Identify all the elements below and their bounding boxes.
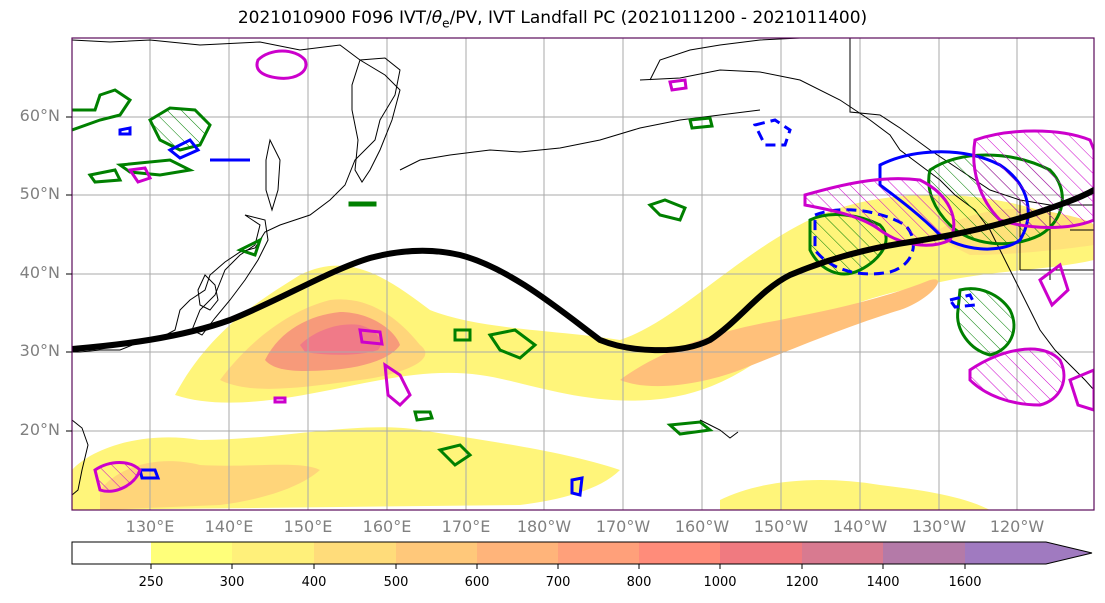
colorbar-label-250: 250 bbox=[138, 575, 164, 590]
lon-label-130e: 130°E bbox=[125, 517, 175, 536]
magenta-contours bbox=[93, 49, 1094, 493]
colorbar-seg-3 bbox=[314, 542, 396, 564]
blue-contour-1 bbox=[118, 126, 132, 136]
lat-label-30n: 30°N bbox=[19, 341, 60, 360]
green-contour-16 bbox=[236, 237, 263, 257]
magenta-contour-9 bbox=[1038, 262, 1070, 308]
ivt-shading bbox=[72, 194, 1094, 510]
lon-label-160w: 160°W bbox=[674, 517, 730, 536]
colorbar-label-1400: 1400 bbox=[866, 575, 900, 590]
magenta-contour-1 bbox=[255, 49, 308, 80]
map-area bbox=[72, 38, 1094, 510]
colorbar-seg-2 bbox=[232, 542, 314, 564]
hawaii-islands bbox=[699, 419, 739, 439]
blue-contour-5 bbox=[570, 476, 584, 497]
green-contour-9 bbox=[437, 443, 473, 467]
magenta-contour-2 bbox=[127, 166, 153, 184]
green-contour-7 bbox=[647, 198, 687, 222]
korea-coast bbox=[197, 274, 219, 311]
green-contour-8 bbox=[688, 116, 714, 130]
ivt-southeast-band bbox=[720, 480, 990, 510]
colorbar-label-1200: 1200 bbox=[785, 575, 819, 590]
lat-label-60n: 60°N bbox=[19, 106, 60, 125]
lon-label-180w: 180°W bbox=[516, 517, 572, 536]
colorbar-seg-1 bbox=[151, 542, 232, 564]
colorbar-label-300: 300 bbox=[219, 575, 245, 590]
magenta-contour-3 bbox=[358, 328, 384, 346]
lon-label-150w: 150°W bbox=[753, 517, 809, 536]
colorbar-label-800: 800 bbox=[626, 575, 652, 590]
green-contour-2 bbox=[148, 106, 212, 152]
lat-label-20n: 20°N bbox=[19, 420, 60, 439]
colorbar-label-700: 700 bbox=[545, 575, 571, 590]
magenta-contour-4 bbox=[383, 361, 412, 408]
lon-label-170e: 170°E bbox=[441, 517, 491, 536]
colorbar-label-400: 400 bbox=[301, 575, 327, 590]
magenta-contour-6 bbox=[803, 177, 956, 247]
green-contour-4 bbox=[115, 158, 195, 177]
lon-label-120w: 120°W bbox=[989, 517, 1045, 536]
blue-contour-2 bbox=[167, 138, 201, 160]
ivt-core-east bbox=[620, 279, 939, 387]
blue-contour-9 bbox=[947, 293, 978, 309]
philippines-coast bbox=[72, 419, 89, 496]
colorbar-label-1600: 1600 bbox=[948, 575, 982, 590]
colorbar-label-600: 600 bbox=[464, 575, 490, 590]
jet-line bbox=[72, 187, 1094, 354]
green-contour-10 bbox=[666, 420, 714, 436]
lon-label-140w: 140°W bbox=[832, 517, 888, 536]
green-contour-15 bbox=[348, 201, 377, 207]
colorbar-seg-9 bbox=[802, 542, 883, 564]
lon-label-130w: 130°W bbox=[911, 517, 967, 536]
lat-label-40n: 40°N bbox=[19, 263, 60, 282]
colorbar-seg-5 bbox=[477, 542, 558, 564]
colorbar-outline bbox=[71, 541, 1093, 565]
lon-label-170w: 170°W bbox=[595, 517, 651, 536]
green-contour-1 bbox=[72, 88, 133, 132]
colorbar-label-500: 500 bbox=[383, 575, 409, 590]
lat-ticks bbox=[66, 116, 72, 432]
kamchatka-coast bbox=[351, 59, 401, 183]
lon-label-150e: 150°E bbox=[283, 517, 333, 536]
lon-label-140e: 140°E bbox=[204, 517, 254, 536]
colorbar-seg-0 bbox=[72, 542, 151, 564]
colorbar bbox=[71, 541, 1093, 569]
colorbar-seg-4 bbox=[396, 542, 477, 564]
colorbar-label-1000: 1000 bbox=[703, 575, 737, 590]
alaska-interior bbox=[649, 38, 801, 81]
colorbar-seg-10 bbox=[883, 542, 965, 564]
colorbar-seg-8 bbox=[720, 542, 802, 564]
green-contour-6 bbox=[487, 328, 538, 360]
magenta-contour-10 bbox=[1068, 368, 1094, 412]
blue-contour-8 bbox=[752, 118, 792, 147]
colorbar-seg-6 bbox=[558, 542, 639, 564]
magenta-contour-11 bbox=[668, 78, 688, 92]
magenta-contour-5 bbox=[93, 461, 142, 493]
lon-label-160e: 160°E bbox=[362, 517, 412, 536]
blue-contour-4 bbox=[138, 468, 161, 480]
sakhalin-coast bbox=[265, 138, 281, 212]
colorbar-seg-7 bbox=[639, 542, 720, 564]
magenta-contour-12 bbox=[273, 396, 287, 404]
magenta-contour-8 bbox=[968, 347, 1066, 407]
green-contour-3 bbox=[87, 168, 123, 184]
green-contour-5 bbox=[453, 328, 472, 342]
green-contour-11 bbox=[413, 410, 434, 422]
map-title: 2021010900 F096 IVT/θe/PV, IVT Landfall … bbox=[237, 8, 868, 31]
lat-label-50n: 50°N bbox=[19, 184, 60, 203]
colorbar-seg-11 bbox=[965, 542, 1092, 564]
graticule bbox=[72, 38, 1094, 510]
